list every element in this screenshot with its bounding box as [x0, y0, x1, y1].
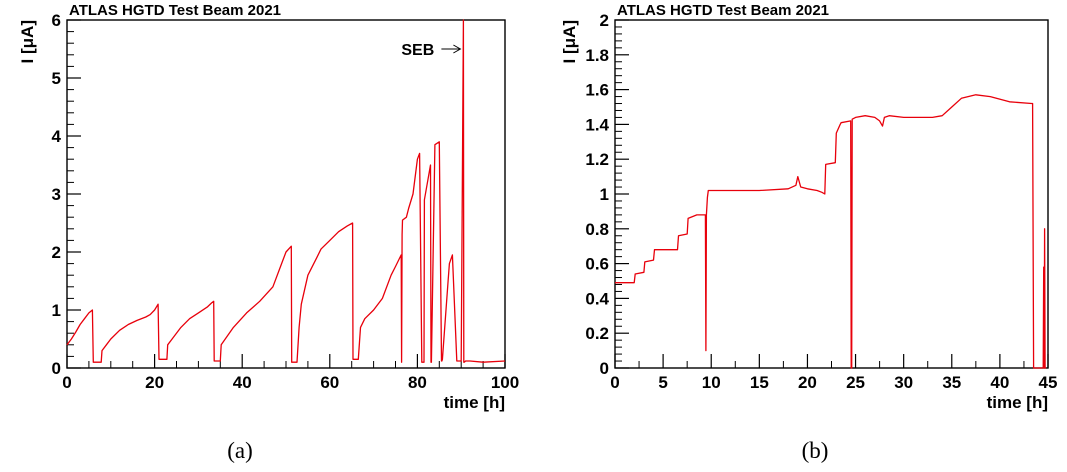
y-axis-title: I [μA] [18, 20, 37, 63]
panel-caption-a: (a) [227, 438, 253, 463]
y-tick-label: 0 [52, 359, 61, 378]
x-tick-label: 20 [145, 373, 164, 392]
plot-title: ATLAS HGTD Test Beam 2021 [617, 2, 829, 19]
x-tick-label: 10 [702, 373, 721, 392]
y-tick-label: 0.2 [585, 324, 609, 343]
plot-title: ATLAS HGTD Test Beam 2021 [69, 2, 281, 19]
y-tick-label: 0.6 [585, 255, 609, 274]
y-tick-label: 0.8 [585, 220, 609, 239]
chart-panel-b: 0 0.2 0.4 0.6 0.8 1 1.2 1.4 1.6 1.8 2 0 5 10 15 20 25 30 3… [534, 0, 1067, 472]
y-tick-label: 1.4 [585, 115, 609, 134]
annotation-label: SEB [401, 42, 434, 59]
x-tick-label: 0 [62, 373, 71, 392]
y-tick-label: 1.2 [585, 150, 609, 169]
y-tick-label: 1 [600, 185, 609, 204]
chart-panel-a: 0 1 2 3 4 5 6 0 20 40 60 80 100 ATLAS HGTD Test Beam … [18, 2, 519, 463]
plot-frame [614, 19, 1049, 369]
x-tick-label: 20 [798, 373, 817, 392]
y-tick-label: 2 [52, 243, 61, 262]
panel-caption-b: (b) [801, 438, 829, 463]
x-tick-label: 35 [942, 373, 961, 392]
x-tick-label: 30 [894, 373, 913, 392]
y-tick-label: 1.6 [585, 81, 609, 100]
data-series-line [66, 19, 506, 363]
y-tick-label: 6 [52, 11, 61, 30]
y-tick-label: 0 [600, 359, 609, 378]
x-tick-label: 40 [990, 373, 1009, 392]
data-series-line [615, 94, 1047, 369]
annotation-arrowhead [453, 44, 462, 54]
x-tick-label: 45 [1039, 373, 1058, 392]
x-tick-label: 15 [750, 373, 769, 392]
x-axis-title: time [h] [444, 393, 505, 412]
y-tick-label: 5 [52, 69, 61, 88]
y-tick-label: 1.8 [585, 46, 609, 65]
y-tick-label: 3 [52, 185, 61, 204]
x-tick-label: 0 [610, 373, 619, 392]
y-tick-label: 4 [52, 127, 62, 146]
x-tick-label: 25 [846, 373, 865, 392]
y-tick-label: 1 [52, 301, 61, 320]
x-tick-label: 80 [408, 373, 427, 392]
x-tick-label: 60 [320, 373, 339, 392]
y-tick-label: 0.4 [585, 289, 609, 308]
y-axis-title: I [μA] [560, 20, 579, 63]
y-tick-label: 2 [600, 11, 609, 30]
x-tick-label: 5 [658, 373, 667, 392]
x-tick-label: 100 [491, 373, 519, 392]
chart-b-svg: 00.20.40.60.811.21.41.61.820 5 10 15 20 25 30 3… [560, 2, 1058, 412]
x-axis-title: time [h] [987, 393, 1048, 412]
x-tick-label: 40 [233, 373, 252, 392]
